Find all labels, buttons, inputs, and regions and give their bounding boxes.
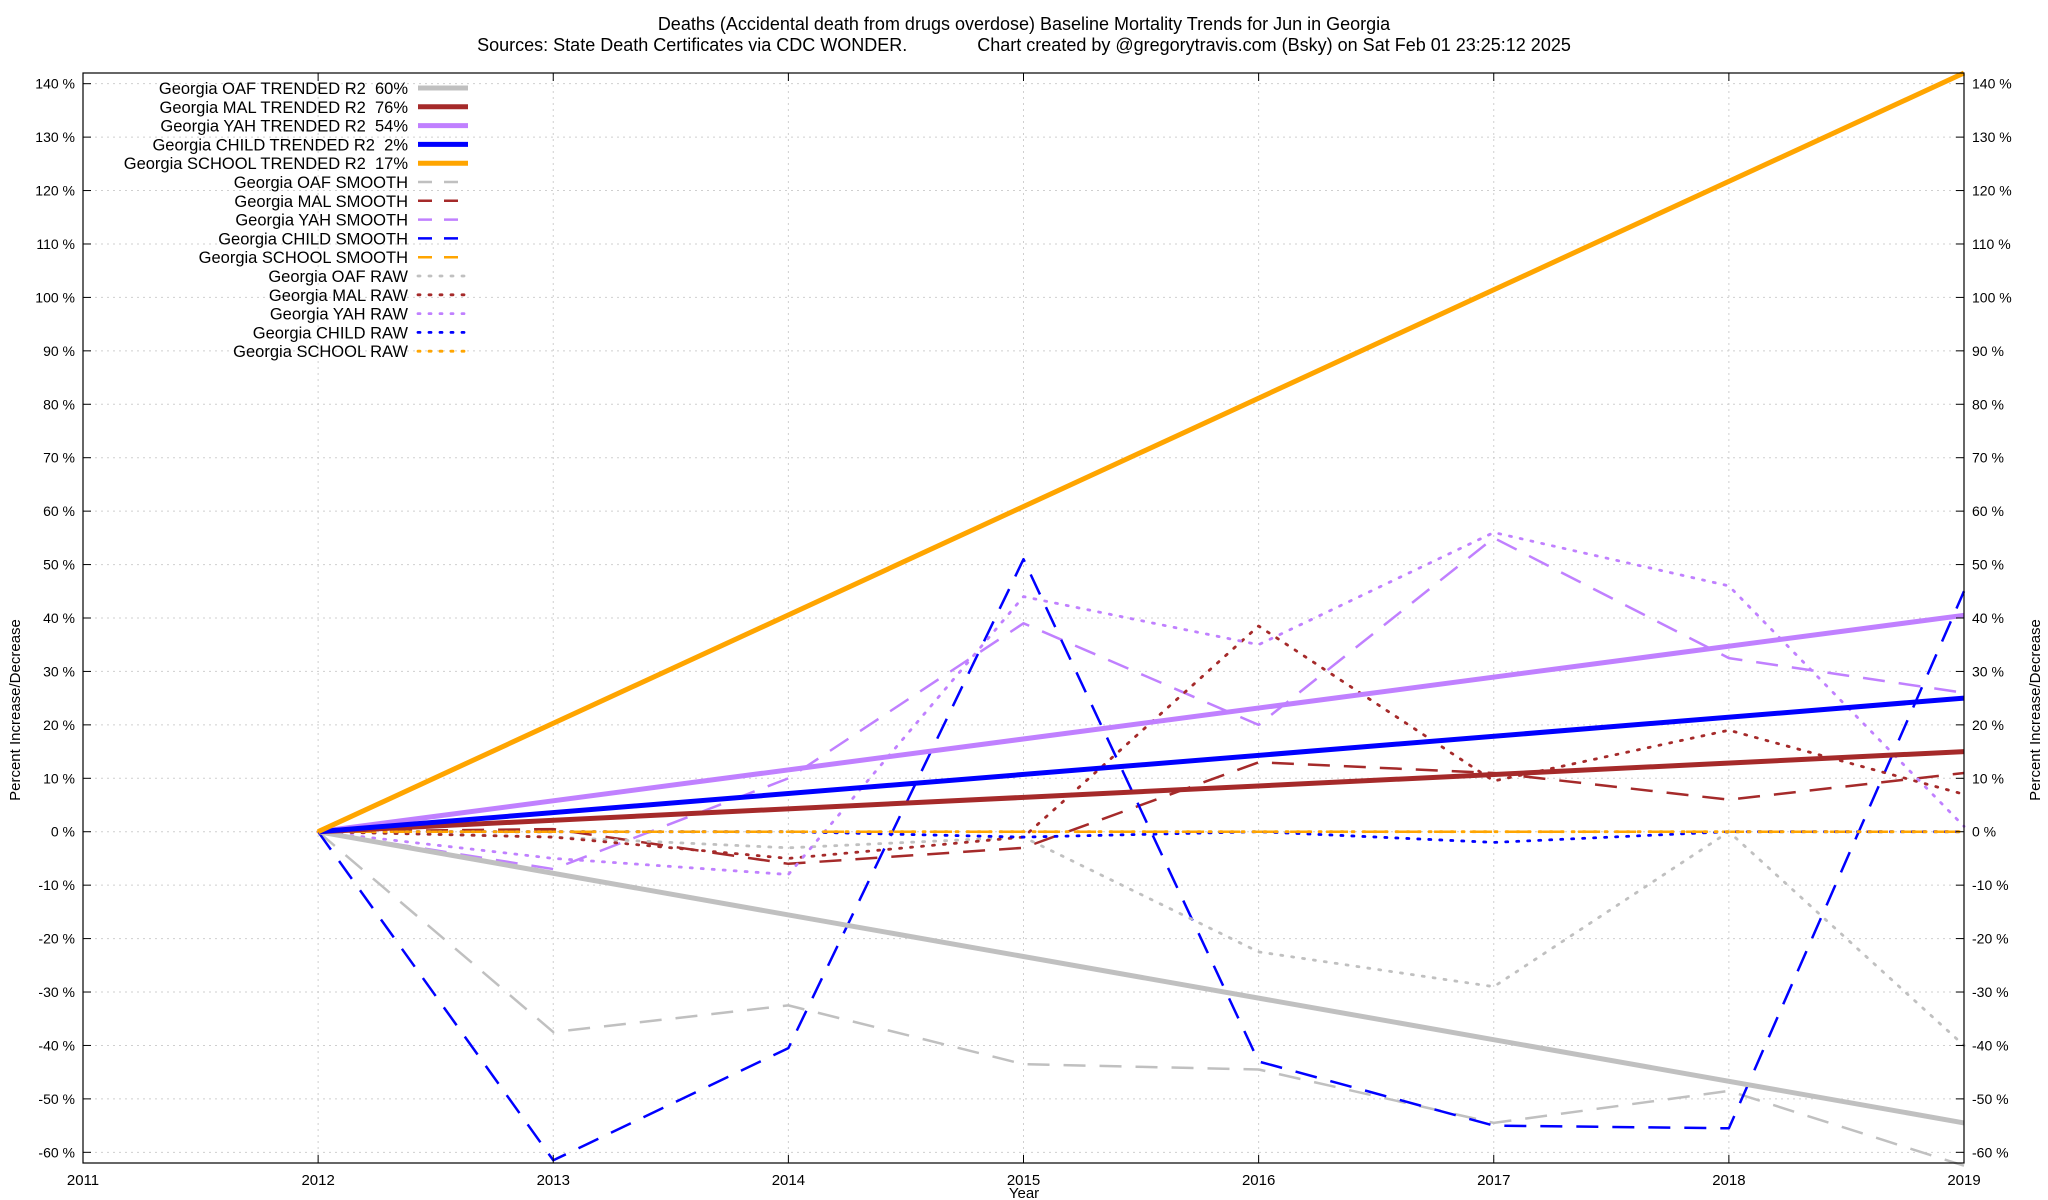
- series-layer: [316, 70, 1966, 1167]
- chart-title: Deaths (Accidental death from drugs over…: [658, 14, 1391, 34]
- series-line-5: [317, 70, 1966, 834]
- chart-subtitle: Sources: State Death Certificates via CD…: [477, 35, 1571, 55]
- y-tick-label-left: 100 %: [35, 289, 75, 305]
- y-tick-label-right: 60 %: [1972, 503, 2004, 519]
- legend-label: Georgia SCHOOL SMOOTH: [199, 249, 408, 267]
- y-tick-label-left: 110 %: [36, 236, 75, 252]
- y-tick-label-left: -40 %: [38, 1037, 75, 1053]
- legend-label: Georgia CHILD RAW: [253, 324, 409, 342]
- x-tick-label: 2015: [1007, 1172, 1040, 1189]
- x-tick-label: 2016: [1242, 1172, 1275, 1189]
- series-line-1: [317, 829, 1965, 1126]
- x-tick-label: 2014: [772, 1172, 805, 1189]
- y-tick-label-right: 20 %: [1972, 717, 2004, 733]
- y-tick-label-right: 30 %: [1972, 663, 2004, 679]
- legend-label: Georgia YAH SMOOTH: [235, 212, 408, 230]
- y-tick-label-right: 90 %: [1972, 343, 2004, 359]
- legend-label: Georgia CHILD TRENDED R2 2%: [152, 136, 408, 154]
- axis-ticks: 2011 2012 2013 2014 2015 2016 2017 2018 2019 -60 …: [35, 73, 2012, 1189]
- x-axis-label: Year: [1009, 1185, 1039, 1200]
- y-tick-label-right: -40 %: [1972, 1037, 2009, 1053]
- y-tick-label-right: -60 %: [1972, 1144, 2009, 1160]
- y-tick-label-left: 10 %: [43, 770, 75, 786]
- series-line-13: [316, 531, 1966, 876]
- y-tick-label-left: -30 %: [38, 984, 75, 1000]
- legend-label: Georgia SCHOOL TRENDED R2 17%: [124, 155, 409, 173]
- grid: [82, 73, 1965, 1163]
- y-tick-label-right: 70 %: [1972, 450, 2004, 466]
- series-line-8: [317, 536, 1965, 871]
- y-tick-label-left: -50 %: [38, 1091, 75, 1107]
- x-tick-label: 2018: [1712, 1172, 1745, 1189]
- y-axis-label-right: Percent Increase/Decrease: [2027, 619, 2044, 801]
- y-tick-label-left: 50 %: [43, 557, 75, 573]
- y-tick-label-left: 130 %: [35, 129, 75, 145]
- y-tick-label-left: 120 %: [35, 183, 75, 199]
- y-tick-label-left: 30 %: [43, 663, 75, 679]
- y-tick-label-right: 140 %: [1972, 76, 2012, 92]
- legend-label: Georgia YAH RAW: [270, 306, 409, 324]
- y-axis-label-left: Percent Increase/Decrease: [7, 619, 24, 801]
- x-tick-label: 2013: [537, 1172, 570, 1189]
- series-line-11: [316, 830, 1966, 1047]
- y-tick-label-right: 120 %: [1972, 183, 2012, 199]
- y-tick-label-right: -20 %: [1972, 931, 2009, 947]
- y-tick-label-left: -60 %: [38, 1144, 75, 1160]
- y-tick-label-left: 60 %: [43, 503, 75, 519]
- y-tick-label-left: 40 %: [43, 610, 75, 626]
- y-tick-label-left: 20 %: [43, 717, 75, 733]
- y-tick-label-left: 140 %: [35, 76, 75, 92]
- y-tick-label-left: 90 %: [43, 343, 75, 359]
- y-tick-label-right: -50 %: [1972, 1091, 2009, 1107]
- y-tick-label-right: 10 %: [1972, 770, 2004, 786]
- legend-label: Georgia MAL SMOOTH: [234, 193, 408, 211]
- series-line-4: [317, 695, 1965, 835]
- series-line-7: [318, 761, 1965, 866]
- y-tick-label-right: -10 %: [1972, 877, 2009, 893]
- legend-label: Georgia YAH TRENDED R2 54%: [160, 118, 408, 136]
- legend-label: Georgia OAF SMOOTH: [234, 174, 408, 192]
- y-tick-label-left: 0 %: [51, 824, 75, 840]
- series-line-12: [316, 624, 1966, 860]
- legend: Georgia OAF TRENDED R2 60%Georgia MAL TR…: [124, 80, 470, 361]
- y-tick-label-right: 110 %: [1972, 236, 2011, 252]
- x-tick-label: 2011: [67, 1172, 99, 1189]
- legend-label: Georgia MAL RAW: [269, 287, 408, 305]
- y-tick-label-left: -10 %: [38, 877, 75, 893]
- series-line-14: [316, 830, 1966, 844]
- x-tick-label: 2019: [1947, 1172, 1980, 1189]
- series-line-2: [317, 749, 1965, 835]
- x-tick-label: 2012: [301, 1172, 334, 1189]
- legend-label: Georgia OAF TRENDED R2 60%: [159, 80, 408, 98]
- y-tick-label-right: 80 %: [1972, 396, 2004, 412]
- y-tick-label-left: 70 %: [43, 450, 75, 466]
- series-line-9: [317, 557, 1966, 1162]
- y-tick-label-right: 100 %: [1972, 289, 2012, 305]
- y-tick-label-left: -20 %: [38, 931, 75, 947]
- series-line-3: [317, 612, 1965, 835]
- legend-label: Georgia OAF RAW: [268, 268, 408, 286]
- y-tick-label-left: 80 %: [43, 396, 75, 412]
- x-tick-label: 2017: [1477, 1172, 1510, 1189]
- series-line-6: [317, 830, 1965, 1167]
- legend-label: Georgia CHILD SMOOTH: [218, 230, 408, 248]
- y-tick-label-right: 50 %: [1972, 557, 2004, 573]
- legend-label: Georgia MAL TRENDED R2 76%: [159, 99, 408, 117]
- y-tick-label-right: 40 %: [1972, 610, 2004, 626]
- y-tick-label-right: 0 %: [1972, 824, 1996, 840]
- y-tick-label-right: -30 %: [1972, 984, 2009, 1000]
- y-tick-label-right: 130 %: [1972, 129, 2012, 145]
- legend-label: Georgia SCHOOL RAW: [233, 343, 408, 361]
